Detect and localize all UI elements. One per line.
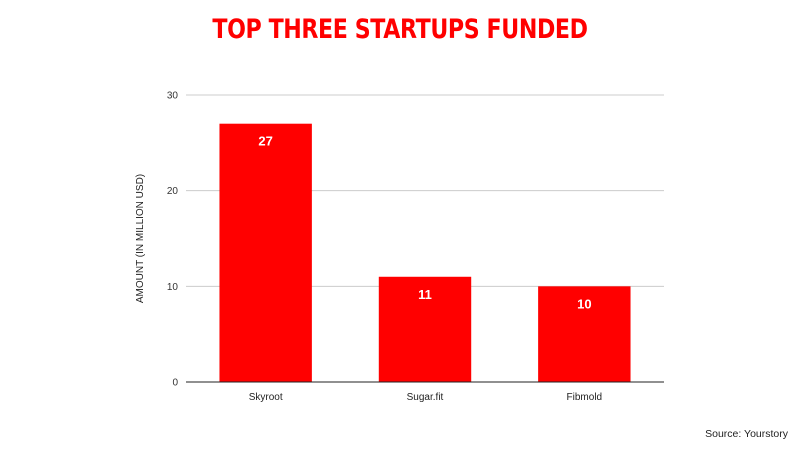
source-note: Source: Yourstory xyxy=(705,428,788,440)
x-category-label: Fibmold xyxy=(567,392,603,403)
x-axis-categories: Skyroot Sugar.fit Fibmold xyxy=(249,392,602,403)
data-label: 10 xyxy=(577,296,591,311)
y-axis-ticks: 0 10 20 30 xyxy=(167,91,179,389)
data-labels: 27 11 10 xyxy=(258,134,591,312)
x-category-label: Sugar.fit xyxy=(407,392,444,403)
bar-sugar-fit xyxy=(378,276,472,382)
x-category-label: Skyroot xyxy=(249,392,283,403)
chart-title: TOP THREE STARTUPS FUNDED xyxy=(212,14,588,45)
y-tick-label: 0 xyxy=(172,378,178,389)
data-label: 27 xyxy=(258,134,272,149)
y-tick-label: 30 xyxy=(167,91,179,102)
y-tick-label: 20 xyxy=(167,186,179,197)
data-label: 11 xyxy=(418,287,432,302)
bar-skyroot xyxy=(219,123,312,382)
bars xyxy=(219,123,631,382)
y-tick-label: 10 xyxy=(167,282,179,293)
bar-fibmold xyxy=(538,286,631,382)
y-axis-title: AMOUNT (IN MILLION USD) xyxy=(135,174,146,303)
